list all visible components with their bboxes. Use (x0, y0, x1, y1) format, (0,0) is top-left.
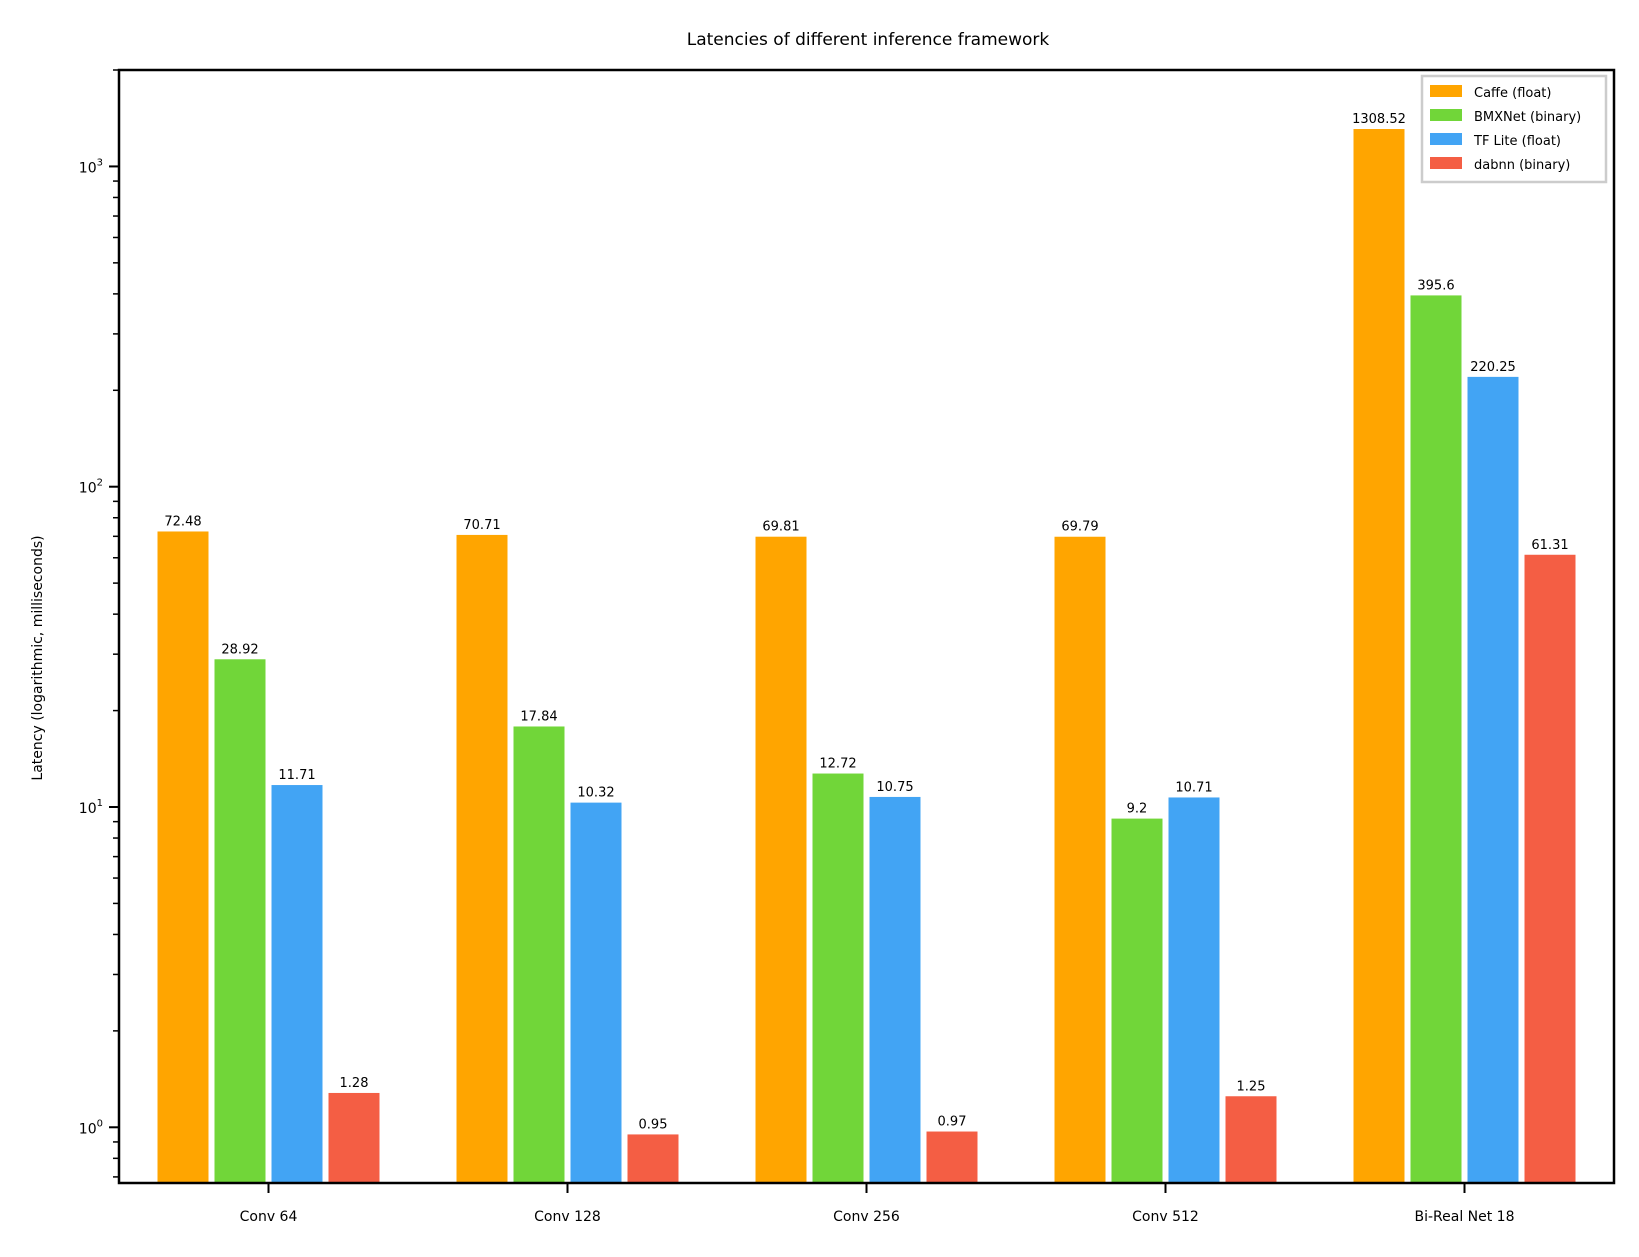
x-tick-label: Conv 64 (240, 1209, 298, 1225)
bar-value-label: 11.71 (278, 768, 315, 783)
bar (869, 796, 921, 1183)
bar-value-label: 12.72 (819, 757, 856, 772)
bar (513, 726, 565, 1183)
bar (1225, 1096, 1277, 1183)
bar-value-label: 61.31 (1531, 538, 1568, 553)
bar-value-label: 10.32 (577, 786, 614, 801)
bar (570, 802, 622, 1183)
bar-value-label: 1.28 (340, 1076, 369, 1091)
bar (1524, 554, 1576, 1183)
y-axis-label: Latency (logarithmic, milliseconds) (30, 535, 46, 780)
bar-value-label: 17.84 (520, 709, 557, 724)
bars-group (157, 129, 1576, 1183)
legend-swatch (1430, 157, 1462, 169)
bar-value-label: 69.79 (1061, 520, 1098, 535)
y-tick-label: 100 (79, 1118, 103, 1137)
x-tick-label: Conv 128 (534, 1209, 601, 1225)
y-tick-label: 102 (79, 478, 103, 497)
legend-label: Caffe (float) (1474, 86, 1551, 101)
bar (755, 536, 807, 1183)
plot-frame (117, 68, 1616, 1185)
bar (271, 785, 323, 1183)
bar-value-label: 395.6 (1417, 278, 1454, 293)
legend-swatch (1430, 133, 1462, 145)
bar (1054, 536, 1106, 1183)
bar (1410, 295, 1462, 1183)
bar (1111, 818, 1163, 1183)
bar (926, 1131, 978, 1183)
bar (456, 534, 508, 1183)
bar-value-label: 10.75 (876, 780, 913, 795)
x-tick-label: Conv 256 (833, 1209, 900, 1225)
bar (328, 1092, 380, 1183)
bar-value-label: 70.71 (463, 518, 500, 533)
legend-label: BMXNet (binary) (1474, 110, 1581, 125)
bar-value-label: 69.81 (762, 520, 799, 535)
bar-value-label: 10.71 (1175, 780, 1212, 795)
bar (1168, 797, 1220, 1183)
bar-value-label: 28.92 (221, 642, 258, 657)
y-tick-label: 101 (79, 798, 103, 817)
y-axis: 100 101 102 103 (79, 69, 119, 1178)
bar-value-label: 220.25 (1470, 360, 1516, 375)
bar-value-label: 9.2 (1127, 802, 1148, 817)
y-tick-label: 103 (79, 157, 103, 176)
legend: Caffe (float) BMXNet (binary) TF Lite (flo… (1420, 74, 1608, 184)
x-tick-label: Conv 512 (1132, 1209, 1199, 1225)
bar (812, 773, 864, 1183)
bar (157, 531, 209, 1183)
bar (1353, 129, 1405, 1183)
chart-title: Latencies of different inference framewo… (687, 30, 1050, 50)
bar (1467, 376, 1519, 1183)
bar-value-label: 1308.52 (1352, 112, 1406, 127)
bar (214, 659, 266, 1183)
bar (627, 1134, 679, 1183)
x-tick-label: Bi-Real Net 18 (1414, 1209, 1514, 1225)
bar-value-label: 1.25 (1237, 1079, 1266, 1094)
legend-label: TF Lite (float) (1473, 134, 1561, 149)
x-axis: Conv 64 Conv 128 Conv 256 Conv 512 Bi-Real N… (240, 1183, 1515, 1225)
bar-value-label: 72.48 (164, 514, 201, 529)
legend-swatch (1430, 85, 1462, 97)
bar-value-label: 0.95 (639, 1117, 668, 1132)
legend-label: dabnn (binary) (1474, 158, 1570, 173)
legend-swatch (1430, 109, 1462, 121)
bar-value-label: 0.97 (938, 1115, 967, 1130)
bar-labels-group: 72.48 28.92 11.71 1.28 70.71 17.84 10.32 0.95 69… (164, 112, 1568, 1132)
